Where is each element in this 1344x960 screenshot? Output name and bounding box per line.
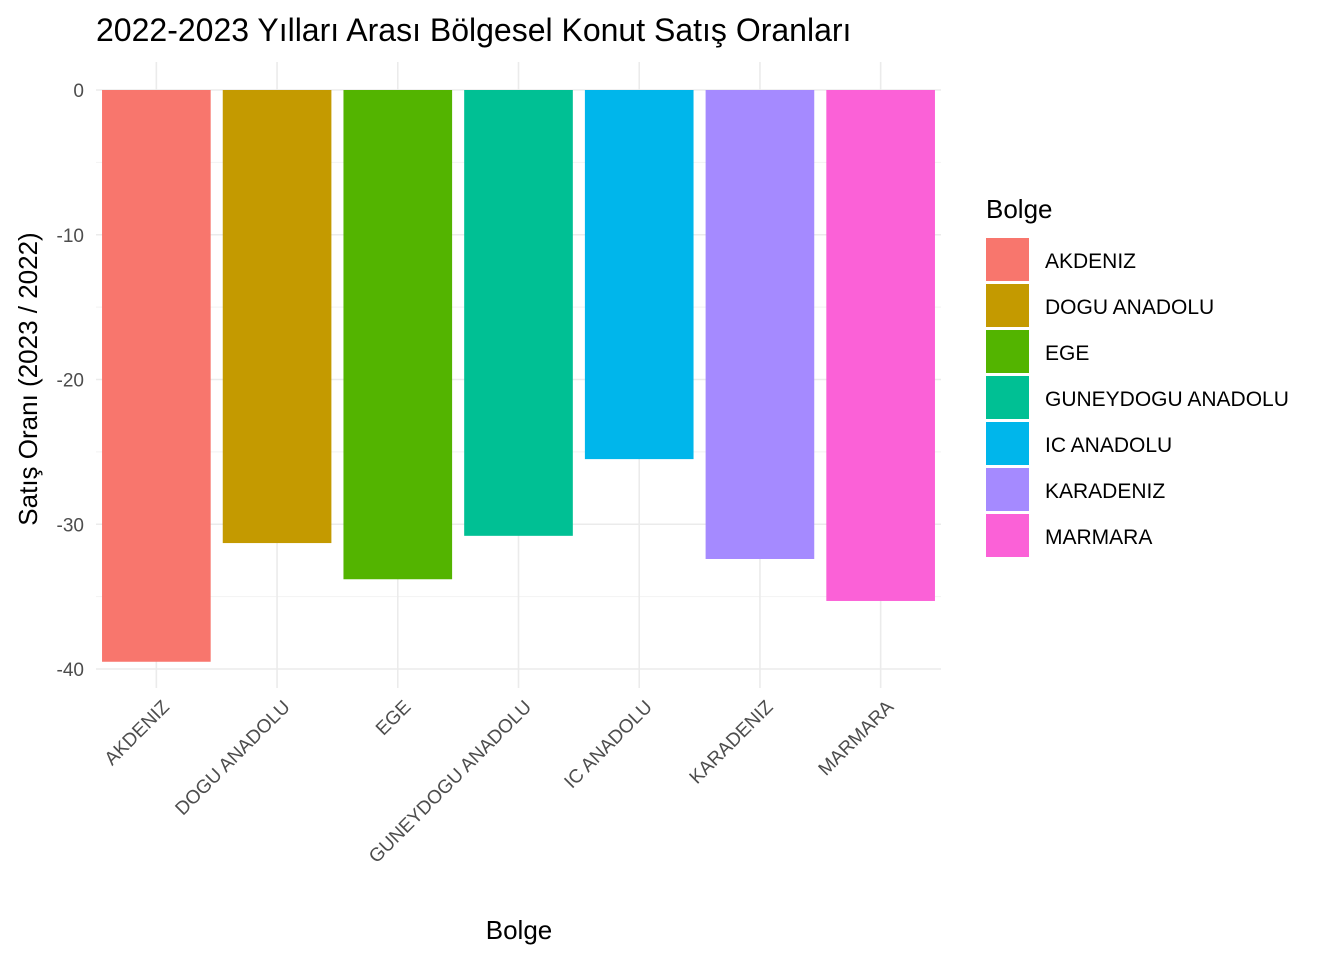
legend-label: EGE: [1045, 342, 1089, 365]
bar-ege: [343, 90, 453, 580]
bars: [102, 90, 935, 662]
legend-label: GUNEYDOGU ANADOLU: [1045, 388, 1289, 411]
legend-items: AKDENIZ DOGU ANADOLU EGE GUNEYDOGU ANADOLU I…: [986, 238, 1289, 557]
y-tick-label: 0: [73, 81, 84, 102]
y-tick-label: -40: [57, 660, 84, 681]
bar-guneydogu-anadolu: [464, 90, 573, 536]
legend-swatch: [986, 330, 1029, 373]
bar-karadeniz: [705, 90, 815, 559]
x-tick-label: EGE: [372, 697, 415, 740]
legend-swatch: [986, 376, 1029, 419]
legend: Bolge AKDENIZ DOGU ANADOLU EGE GUNEYDOGU AN…: [986, 194, 1289, 557]
bar-ic-anadolu: [584, 90, 694, 460]
bar-marmara: [826, 90, 935, 601]
legend-swatch: [986, 468, 1029, 511]
x-tick-label: MARMARA: [815, 696, 899, 780]
legend-title: Bolge: [986, 194, 1053, 224]
legend-label: MARMARA: [1045, 526, 1152, 549]
bar-dogu-anadolu: [222, 90, 332, 544]
legend-swatch: [986, 238, 1029, 281]
legend-swatch: [986, 514, 1029, 557]
chart-title: 2022-2023 Yılları Arası Bölgesel Konut S…: [96, 12, 851, 48]
x-tick-label: AKDENIZ: [101, 696, 174, 769]
x-tick-label: IC ANADOLU: [561, 697, 657, 793]
legend-swatch: [986, 284, 1029, 327]
legend-label: KARADENIZ: [1045, 480, 1165, 503]
legend-label: AKDENIZ: [1045, 250, 1136, 273]
y-tick-label: -20: [57, 371, 84, 392]
x-tick-label: DOGU ANADOLU: [172, 697, 295, 820]
legend-swatch: [986, 422, 1029, 465]
bar-akdeniz: [102, 90, 211, 662]
legend-label: DOGU ANADOLU: [1045, 296, 1214, 319]
y-axis-title: Satış Oranı (2023 / 2022): [13, 232, 43, 525]
y-axis-ticks: 0 -10 -20 -30 -40: [57, 81, 84, 681]
y-tick-label: -10: [57, 226, 84, 247]
x-axis-title: Bolge: [486, 915, 553, 945]
y-tick-label: -30: [57, 515, 84, 536]
legend-label: IC ANADOLU: [1045, 434, 1172, 457]
x-tick-label: KARADENIZ: [686, 696, 778, 788]
